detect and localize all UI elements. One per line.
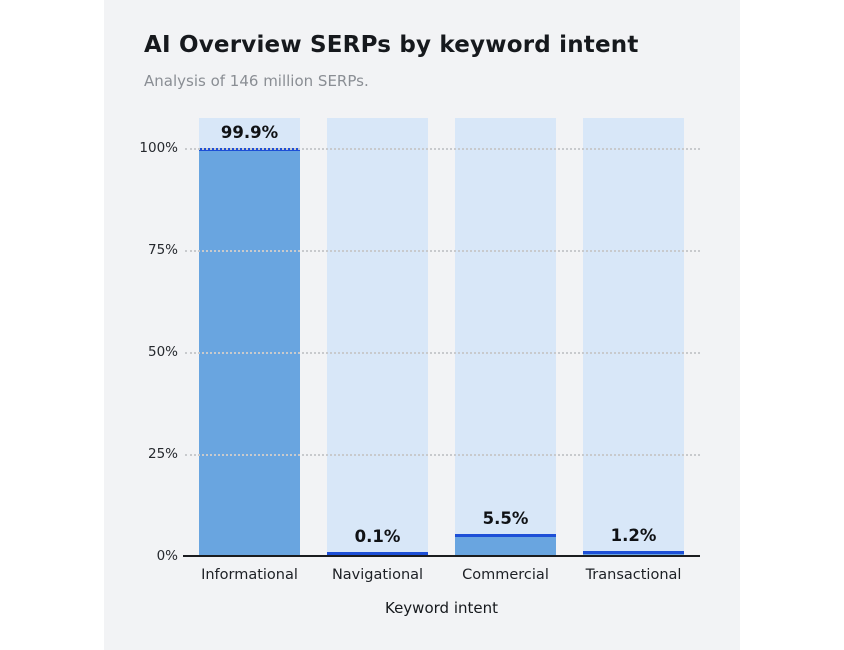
bar-value-label: 5.5% [482,509,529,528]
bar-track-navigational: 0.1% [327,118,428,556]
bar-value-label: 99.9% [220,123,279,142]
x-axis-category-label: Transactional [585,567,682,583]
y-axis-tick-label: 75% [147,242,178,258]
bar-track-informational: 99.9% [199,118,300,556]
gridline [185,148,700,150]
y-axis-tick-label: 25% [147,446,178,462]
gridline [185,454,700,456]
x-axis-line [183,555,700,557]
gridline [185,352,700,354]
chart-subtitle: Analysis of 146 million SERPs. [144,72,369,90]
gridline [185,250,700,252]
y-axis-tick-label: 50% [147,344,178,360]
y-axis-tick-label: 0% [156,548,178,564]
x-axis-category-label: Informational [201,567,298,583]
bar-transactional [583,551,684,556]
bar-track-commercial: 5.5% [455,118,556,556]
x-axis-title: Keyword intent [384,599,498,617]
chart-title: AI Overview SERPs by keyword intent [144,32,639,58]
x-axis-category-label: Navigational [331,567,424,583]
y-axis-tick-label: 100% [139,140,178,156]
bar-navigational [327,552,428,556]
bar-track-transactional: 1.2% [583,118,684,556]
x-axis-category-label: Commercial [462,567,549,583]
chart-card: AI Overview SERPs by keyword intent Anal… [104,0,740,650]
bar-commercial [455,534,556,556]
bar-value-label: 1.2% [610,526,657,545]
bar-value-label: 0.1% [354,527,401,546]
